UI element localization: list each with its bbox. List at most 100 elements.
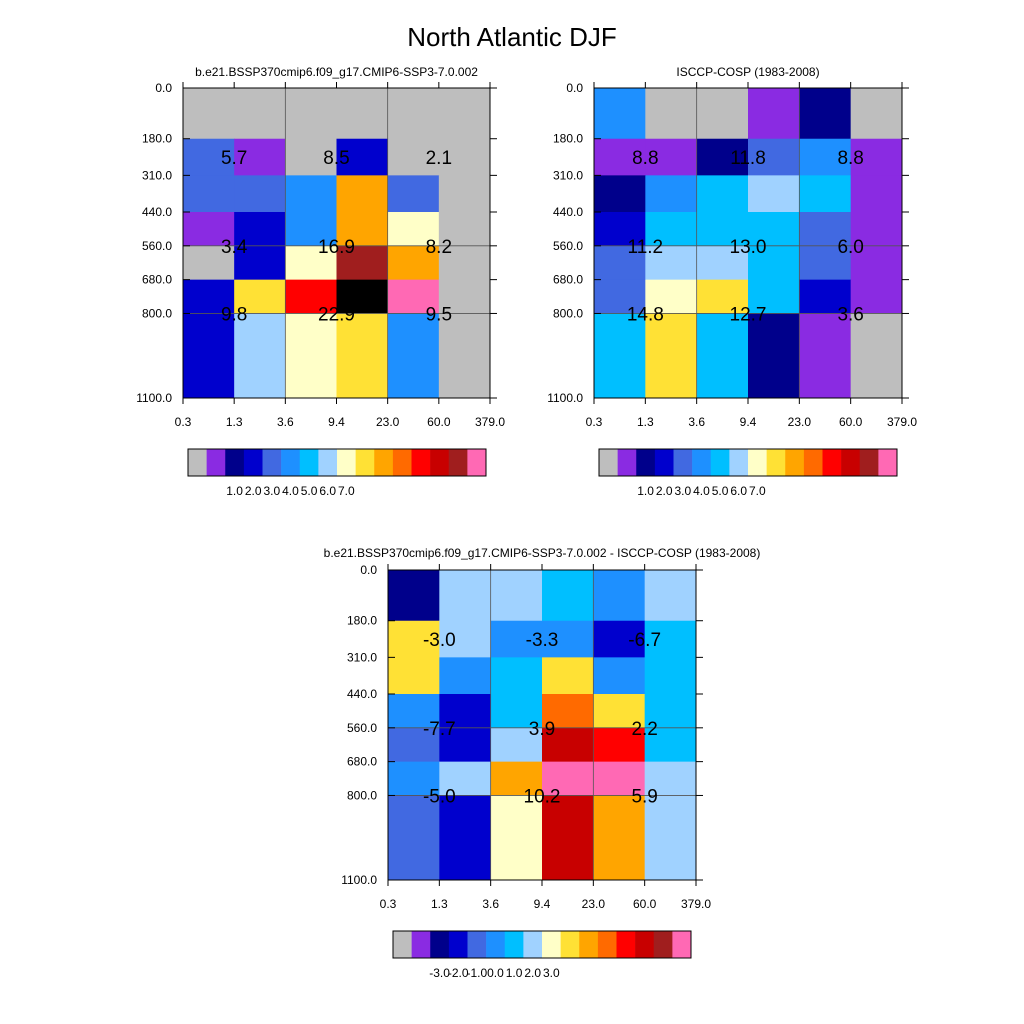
heatmap-cell	[183, 279, 235, 314]
x-tick-label: 3.6	[482, 897, 499, 911]
colorbar-swatch	[448, 931, 468, 958]
colorbar-label: 1.0	[637, 484, 654, 498]
block-value-label: 6.0	[837, 237, 863, 258]
block-value-label: 10.2	[524, 786, 561, 807]
y-tick-label: 800.0	[553, 306, 583, 320]
panel-title: b.e21.BSSP370cmip6.f09_g17.CMIP6-SSP3-7.…	[195, 65, 478, 79]
heatmap-cell	[387, 138, 440, 176]
colorbar-swatch	[355, 449, 375, 476]
heatmap-cell	[594, 313, 646, 399]
heatmap-cell	[438, 175, 491, 213]
colorbar-swatch	[262, 449, 282, 476]
heatmap-cell	[439, 727, 492, 763]
heatmap-cell	[490, 761, 543, 796]
heatmap-cell	[645, 175, 698, 213]
x-tick-label: 3.6	[688, 415, 705, 429]
y-tick-label: 680.0	[553, 273, 583, 287]
block-value-label: -7.7	[423, 719, 456, 740]
heatmap-cell	[644, 657, 697, 695]
heatmap-cell	[799, 175, 852, 213]
heatmap-cell	[645, 245, 698, 281]
heatmap-cell	[438, 88, 491, 140]
colorbar-swatch	[673, 449, 693, 476]
x-tick-label: 23.0	[582, 897, 606, 911]
heatmap-cell	[644, 570, 697, 622]
colorbar-label: 5.0	[301, 484, 318, 498]
colorbar-swatch	[411, 931, 431, 958]
colorbar-swatch	[225, 449, 245, 476]
colorbar-swatch	[692, 449, 712, 476]
heatmap-cell	[644, 795, 697, 881]
block-value-label: -5.0	[423, 786, 456, 807]
block-value-label: 5.7	[221, 148, 247, 169]
colorbar-swatch	[636, 449, 656, 476]
x-tick-label: 23.0	[376, 415, 400, 429]
heatmap-cell	[593, 795, 646, 881]
colorbar-swatch	[392, 449, 412, 476]
x-tick-label: 1.3	[431, 897, 448, 911]
x-tick-label: 60.0	[427, 415, 451, 429]
heatmap-cell	[490, 727, 543, 763]
heatmap-cell	[234, 313, 286, 399]
heatmap-cell	[439, 761, 492, 796]
colorbar-label: 3.0	[674, 484, 691, 498]
y-tick-label: 800.0	[142, 306, 172, 320]
heatmap-cell	[234, 138, 286, 176]
heatmap-cell	[748, 88, 800, 140]
y-tick-label: 310.0	[347, 650, 377, 664]
x-tick-label: 0.3	[586, 415, 603, 429]
heatmap-cell	[438, 138, 491, 176]
block-value-label: -6.7	[628, 630, 661, 651]
block-value-label: 8.8	[632, 148, 658, 169]
colorbar-swatch	[597, 931, 617, 958]
y-tick-label: 560.0	[142, 239, 172, 253]
block-value-label: 2.1	[426, 148, 452, 169]
colorbar-swatch	[878, 449, 898, 476]
heatmap-cell	[183, 88, 235, 140]
colorbar-swatch	[318, 449, 338, 476]
colorbar-label: 4.0	[282, 484, 299, 498]
heatmap-cell	[336, 279, 389, 314]
heatmap-cell	[594, 88, 646, 140]
colorbar-swatch	[822, 449, 842, 476]
heatmap-cell	[387, 279, 440, 314]
block-value-label: 3.9	[529, 719, 555, 740]
heatmap-cell	[645, 279, 698, 314]
heatmap-cell	[645, 212, 698, 247]
y-tick-label: 440.0	[347, 687, 377, 701]
colorbar-swatch	[467, 449, 487, 476]
block-value-label: 12.7	[730, 304, 767, 325]
heatmap-cell	[644, 727, 697, 763]
x-tick-label: 3.6	[277, 415, 294, 429]
heatmap-cell	[542, 727, 594, 763]
heatmap-cell	[542, 620, 594, 658]
heatmap-cell	[438, 313, 491, 399]
colorbar-label: 2.0	[245, 484, 262, 498]
colorbar-swatch	[411, 449, 431, 476]
block-value-label: -3.0	[423, 630, 456, 651]
heatmap-cell	[183, 212, 235, 247]
colorbar-swatch	[430, 931, 450, 958]
x-tick-label: 379.0	[887, 415, 917, 429]
heatmap-cell	[542, 795, 594, 881]
block-value-label: 11.2	[628, 237, 664, 258]
panel-title: b.e21.BSSP370cmip6.f09_g17.CMIP6-SSP3-7.…	[324, 546, 761, 560]
y-tick-label: 680.0	[142, 273, 172, 287]
colorbar-swatch	[803, 449, 823, 476]
y-tick-label: 440.0	[553, 205, 583, 219]
y-tick-label: 310.0	[142, 168, 172, 182]
colorbar-swatch	[393, 931, 412, 958]
colorbar-swatch	[486, 931, 506, 958]
block-value-label: 11.8	[730, 148, 766, 169]
colorbar-label: -1.0	[466, 966, 487, 980]
heatmap-cell	[850, 88, 903, 140]
heatmap-cell	[439, 657, 492, 695]
heatmap-cell	[593, 761, 646, 796]
heatmap-cell	[542, 694, 594, 729]
heatmap-cell	[234, 279, 286, 314]
colorbar-label: 7.0	[338, 484, 355, 498]
heatmap-cell	[439, 570, 492, 622]
heatmap-cell	[593, 727, 646, 763]
colorbar-label: 1.0	[226, 484, 243, 498]
